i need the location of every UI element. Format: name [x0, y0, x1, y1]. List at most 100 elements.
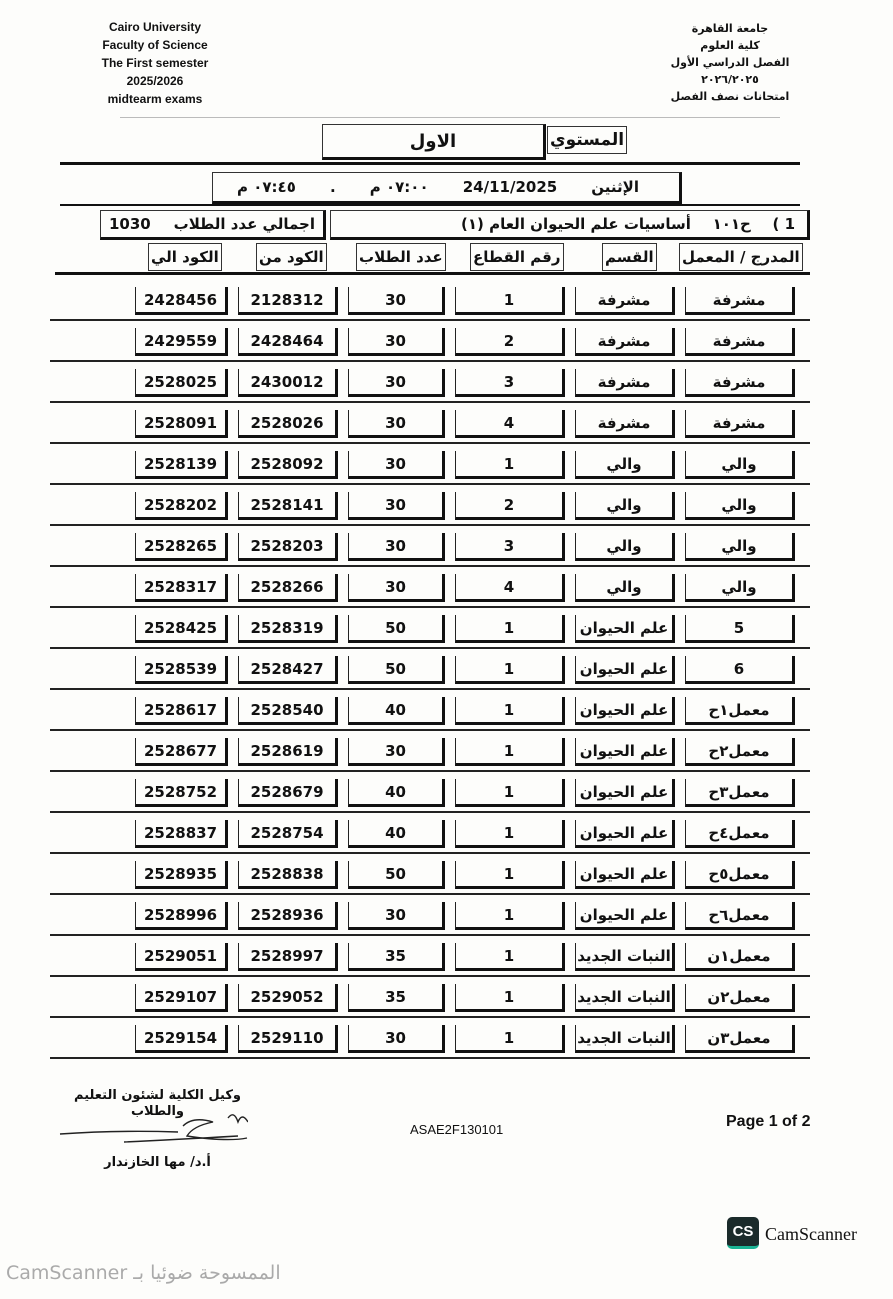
- signatory-title: وكيل الكلية لشئون التعليم والطلاب: [74, 1088, 241, 1119]
- cell-dept: علم الحيوان: [575, 820, 675, 848]
- cell-count: 40: [348, 820, 445, 848]
- camscanner-logo: CS: [727, 1217, 759, 1249]
- faculty-ar: كلية العلوم: [700, 39, 760, 52]
- cell-hall: 5: [685, 615, 795, 643]
- total-students-value: 1030: [109, 215, 151, 233]
- row-divider: [50, 483, 810, 485]
- exam-en: midtearm exams: [107, 92, 203, 106]
- cell-hall: مشرفة: [685, 410, 795, 438]
- cell-count: 30: [348, 287, 445, 315]
- cell-from: 2528266: [238, 574, 338, 602]
- row-divider: [50, 975, 810, 977]
- cell-dept: علم الحيوان: [575, 656, 675, 684]
- cell-dept: مشرفة: [575, 328, 675, 356]
- cell-section: 1: [455, 615, 565, 643]
- course-index: 1 ): [772, 215, 795, 233]
- signatory-name: أ.د/ مها الخازندار: [104, 1155, 211, 1170]
- cell-hall: مشرفة: [685, 328, 795, 356]
- cell-from: 2528838: [238, 861, 338, 889]
- cell-count: 30: [348, 533, 445, 561]
- cell-from: 2529052: [238, 984, 338, 1012]
- cell-dept: مشرفة: [575, 410, 675, 438]
- cell-to: 2528425: [135, 615, 228, 643]
- cell-to: 2528317: [135, 574, 228, 602]
- cell-dept: مشرفة: [575, 369, 675, 397]
- cell-section: 1: [455, 861, 565, 889]
- university-en: Cairo University: [108, 20, 202, 34]
- row-divider: [50, 893, 810, 895]
- cell-from: 2528141: [238, 492, 338, 520]
- cell-dept: النبات الجديد: [575, 943, 675, 971]
- cell-from: 2528679: [238, 779, 338, 807]
- cell-to: 2528677: [135, 738, 228, 766]
- exam-end-time: ٠٧:٤٥ م: [237, 178, 296, 196]
- cell-section: 4: [455, 574, 565, 602]
- cell-count: 40: [348, 779, 445, 807]
- page-number: Page 1 of 2: [726, 1113, 811, 1130]
- cell-from: 2528619: [238, 738, 338, 766]
- cell-to: 2528265: [135, 533, 228, 561]
- cell-count: 30: [348, 410, 445, 438]
- row-divider: [50, 442, 810, 444]
- cell-section: 2: [455, 328, 565, 356]
- row-divider: [50, 934, 810, 936]
- cell-to: 2528837: [135, 820, 228, 848]
- cell-hall: معمل١ح: [685, 697, 795, 725]
- cell-from: 2528026: [238, 410, 338, 438]
- cell-hall: معمل٣ح: [685, 779, 795, 807]
- exam-day: الإثنين: [591, 178, 639, 196]
- cell-dept: مشرفة: [575, 287, 675, 315]
- camscanner-brand: CamScanner: [765, 1224, 857, 1244]
- row-divider: [50, 811, 810, 813]
- cell-hall: 6: [685, 656, 795, 684]
- cell-section: 2: [455, 492, 565, 520]
- cell-section: 1: [455, 943, 565, 971]
- cell-to: 2528202: [135, 492, 228, 520]
- cell-to: 2528752: [135, 779, 228, 807]
- cell-section: 1: [455, 697, 565, 725]
- column-header-dept: القسم: [602, 243, 657, 271]
- cell-count: 30: [348, 328, 445, 356]
- row-divider: [50, 729, 810, 731]
- rule: [60, 162, 800, 165]
- cell-section: 1: [455, 1025, 565, 1053]
- cell-to: 2528139: [135, 451, 228, 479]
- cell-hall: والي: [685, 451, 795, 479]
- cell-dept: النبات الجديد: [575, 984, 675, 1012]
- column-header-from: الكود من: [256, 243, 327, 271]
- row-divider: [50, 1057, 810, 1059]
- cell-count: 30: [348, 902, 445, 930]
- cell-dept: علم الحيوان: [575, 779, 675, 807]
- cell-section: 1: [455, 779, 565, 807]
- cell-hall: مشرفة: [685, 369, 795, 397]
- cell-to: 2528025: [135, 369, 228, 397]
- cell-dept: والي: [575, 574, 675, 602]
- year-en: 2025/2026: [126, 74, 184, 88]
- cell-count: 30: [348, 1025, 445, 1053]
- row-divider: [50, 524, 810, 526]
- cell-from: 2528319: [238, 615, 338, 643]
- cell-count: 30: [348, 369, 445, 397]
- cell-count: 30: [348, 574, 445, 602]
- cell-from: 2528936: [238, 902, 338, 930]
- cell-from: 2528203: [238, 533, 338, 561]
- cell-section: 1: [455, 451, 565, 479]
- cell-section: 1: [455, 902, 565, 930]
- row-divider: [50, 770, 810, 772]
- cell-to: 2528539: [135, 656, 228, 684]
- cell-to: 2529154: [135, 1025, 228, 1053]
- course-box: 1 ) ح١٠١ أساسيات علم الحيوان العام (١): [330, 210, 810, 240]
- cell-dept: علم الحيوان: [575, 615, 675, 643]
- cell-to: 2529107: [135, 984, 228, 1012]
- cell-dept: والي: [575, 492, 675, 520]
- course-name: أساسيات علم الحيوان العام (١): [461, 215, 691, 233]
- year-ar: ٢٠٢٦/٢٠٢٥: [701, 73, 759, 86]
- faculty-en: Faculty of Science: [102, 38, 208, 52]
- cell-hall: معمل٦ح: [685, 902, 795, 930]
- cell-count: 50: [348, 656, 445, 684]
- exam-start-time: ٠٧:٠٠ م: [369, 178, 429, 196]
- row-divider: [50, 606, 810, 608]
- total-students-box: اجمالي عدد الطلاب 1030: [100, 210, 326, 240]
- cell-from: 2528754: [238, 820, 338, 848]
- level-value: الاول: [322, 124, 546, 160]
